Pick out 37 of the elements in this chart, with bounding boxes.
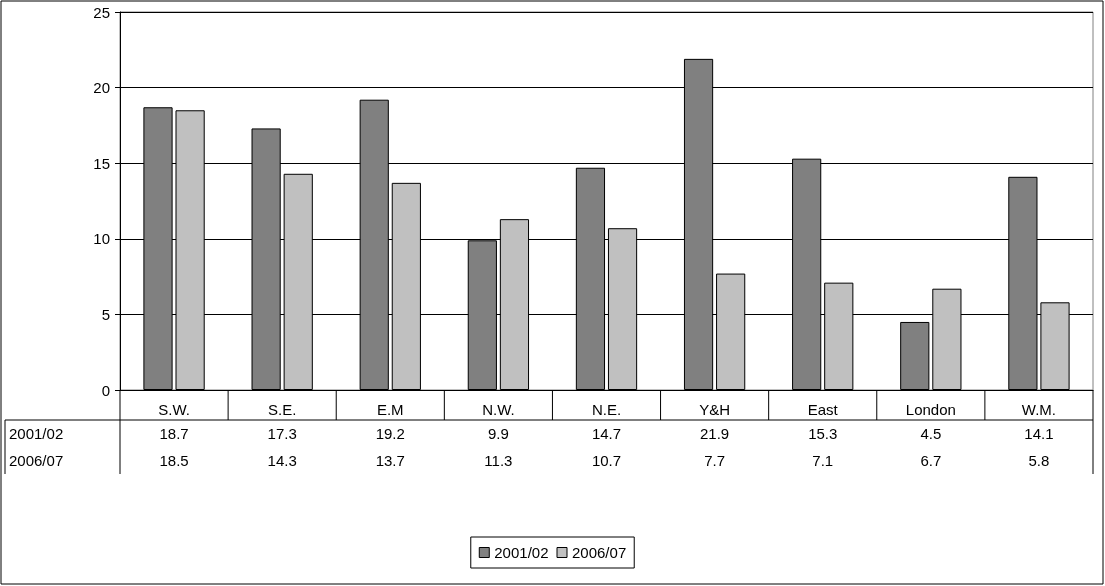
y-tick-label: 0 (101, 381, 110, 399)
y-tick-label: 10 (93, 230, 110, 248)
y-tick-label: 5 (101, 305, 110, 323)
data-label: 15.3 (808, 425, 838, 442)
data-label: 9.9 (487, 425, 509, 442)
text: 2001/02 (9, 425, 64, 442)
data-label: 21.9 (700, 425, 730, 442)
data-label: 14.3 (267, 452, 297, 469)
data-label: 13.7 (375, 452, 405, 469)
data-label: 14.7 (591, 425, 622, 442)
data-label: 10.7 (591, 452, 622, 469)
y-tick-label: 20 (93, 79, 110, 97)
legend-label: 2006/07 (572, 544, 627, 561)
data-label: 7.7 (704, 452, 726, 469)
data-label: 11.3 (484, 452, 513, 469)
y-tick-label: 25 (93, 3, 110, 21)
text: 2006/07 (9, 452, 64, 469)
y-tick-label: 15 (93, 154, 110, 172)
data-label: 4.5 (920, 425, 942, 442)
x-tick-label: W.M. (1021, 401, 1057, 418)
x-tick-label: S.W. (158, 401, 190, 418)
x-tick-label: Y&H (699, 401, 731, 418)
x-tick-label: East (807, 401, 839, 418)
x-tick-label: E.M (376, 401, 404, 418)
x-tick-label: S.E. (267, 401, 297, 418)
data-label: 18.7 (159, 425, 189, 442)
data-label: 5.8 (1028, 452, 1050, 469)
x-tick-label: N.E. (591, 401, 622, 418)
data-label: 6.7 (920, 452, 942, 469)
data-label: 7.1 (812, 452, 834, 469)
x-tick-label: London (905, 401, 956, 418)
data-label: 14.1 (1024, 425, 1054, 442)
x-tick-label: N.W. (482, 401, 515, 418)
data-label: 19.2 (375, 425, 405, 442)
data-label: 17.3 (267, 425, 297, 442)
legend-label: 2001/02 (494, 544, 549, 561)
data-label: 18.5 (159, 452, 189, 469)
